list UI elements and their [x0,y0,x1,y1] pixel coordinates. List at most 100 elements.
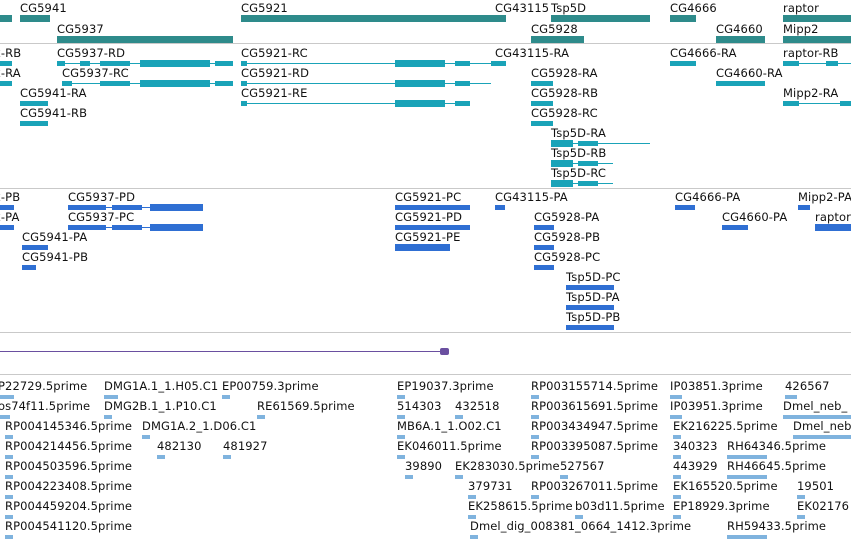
est-label[interactable]: RP004541120.5prime [5,519,133,533]
est-mark[interactable] [793,435,851,439]
exon[interactable] [140,80,210,87]
protein-label[interactable]: CG43115-PA [495,190,568,204]
est-label[interactable]: MB6A.1_1.O02.C1 [397,419,502,433]
est-mark[interactable] [0,395,14,399]
est-label[interactable]: Dmel_neb [793,419,851,433]
protein-model[interactable] [0,225,14,230]
est-mark[interactable] [397,415,405,419]
exon[interactable] [62,81,72,86]
est-label[interactable]: 514303 [397,399,442,413]
est-mark[interactable] [531,415,539,419]
est-mark[interactable] [257,415,265,419]
exon[interactable] [783,101,799,106]
protein-model[interactable] [534,265,554,270]
est-mark[interactable] [455,415,463,419]
est-label[interactable]: RP003615691.5prime [531,399,659,413]
transcript-model[interactable] [20,101,48,106]
exon[interactable] [241,81,247,86]
est-mark[interactable] [104,415,112,419]
protein-label[interactable]: CG5928-PC [534,250,601,264]
est-mark[interactable] [468,515,476,519]
transcript-label[interactable]: CG5937-RD [57,46,126,60]
protein-label[interactable]: CG5928-PB [534,230,601,244]
est-label[interactable]: 527567 [560,459,605,473]
exon[interactable] [395,80,445,87]
est-label[interactable]: EK283030.5prime [455,459,560,473]
gene-label[interactable]: CG43115 [495,1,550,15]
est-label[interactable]: DMG1A.1_1.H05.C1 [104,379,219,393]
est-mark[interactable] [5,515,13,519]
est-mark[interactable] [727,535,767,539]
est-label[interactable]: DMG2B.1_1.P10.C1 [104,399,217,413]
est-label[interactable]: IP03951.3prime [670,399,763,413]
transcript-label[interactable]: CG5921-RD [241,66,310,80]
gene-bar[interactable] [670,15,696,22]
est-label[interactable]: RP003267011.5prime [531,479,659,493]
protein-model[interactable] [495,205,505,210]
gene-bar[interactable] [0,15,12,22]
transcript-model[interactable] [531,81,553,86]
est-label[interactable]: Dmel_neb_ [783,399,848,413]
est-mark[interactable] [5,475,13,479]
protein-model[interactable] [395,205,470,210]
gene-bar[interactable] [783,15,851,22]
exon[interactable] [68,225,106,230]
exon[interactable] [578,141,598,146]
est-label[interactable]: 379731 [468,479,513,493]
est-label[interactable]: EK258615.5prime [468,499,573,513]
est-mark[interactable] [223,455,231,459]
exon[interactable] [68,205,106,210]
protein-label[interactable]: CG5941-PB [22,250,89,264]
transcript-label[interactable]: CG5937-RC [62,66,129,80]
est-mark[interactable] [575,515,583,519]
transcript-label[interactable]: CG5941-RB [20,106,88,120]
est-label[interactable]: b03d11.5prime [575,499,665,513]
est-mark[interactable] [397,455,405,459]
est-label[interactable]: RH64346.5prime [727,439,827,453]
est-label[interactable]: 481927 [223,439,268,453]
protein-label[interactable]: Tsp5D-PC [566,270,621,284]
est-mark[interactable] [468,495,476,499]
transcript-label[interactable]: CG43115-RA [495,46,570,60]
est-label[interactable]: RH59433.5prime [727,519,827,533]
protein-model[interactable] [566,305,614,310]
transcript-label[interactable]: raptor-RB [783,46,839,60]
feature-end-marker[interactable] [440,348,449,355]
est-label[interactable]: RP004459204.5prime [5,499,133,513]
exon[interactable] [551,160,573,167]
gene-bar[interactable] [551,15,650,22]
est-label[interactable]: os74f11.5prime [0,399,91,413]
protein-model[interactable] [22,265,36,270]
exon[interactable] [150,204,203,211]
est-label[interactable]: 19501 [797,479,835,493]
protein-model[interactable] [798,205,810,210]
est-mark[interactable] [670,395,682,399]
est-mark[interactable] [5,535,13,539]
est-mark[interactable] [797,515,805,519]
est-label[interactable]: EP18929.3prime [673,499,770,513]
est-mark[interactable] [785,395,797,399]
est-mark[interactable] [670,415,682,419]
gene-bar[interactable] [241,15,491,22]
protein-label[interactable]: CG5921-PE [395,230,461,244]
exon[interactable] [112,225,142,230]
protein-label[interactable]: raptor [815,210,851,224]
protein-label[interactable]: Tsp5D-PB [566,310,621,324]
gene-bar[interactable] [716,36,765,43]
exon[interactable] [57,61,65,66]
est-mark[interactable] [222,395,230,399]
est-mark[interactable] [5,435,13,439]
transcript-model[interactable] [716,81,765,86]
est-label[interactable]: DMG1A.2_1.D06.C1 [142,419,257,433]
gene-bar[interactable] [783,36,851,43]
protein-model[interactable] [0,205,14,210]
est-label[interactable]: EK02176 [797,499,850,513]
est-label[interactable]: 39890 [405,459,443,473]
transcript-label[interactable]: CG5928-RB [531,86,599,100]
transcript-label[interactable]: CG5941-RA [20,86,87,100]
protein-label[interactable]: CG5941-PA [22,230,88,244]
exon[interactable] [551,180,573,187]
exon[interactable] [80,61,90,66]
gene-bar[interactable] [491,15,506,22]
est-label[interactable]: Dmel_dig_008381_0664_1412.3prime [470,519,692,533]
